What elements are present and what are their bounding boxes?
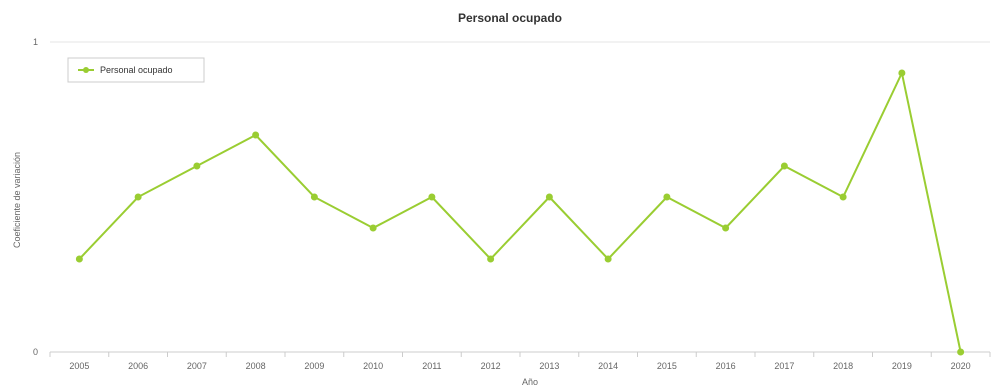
x-tick-label: 2015	[657, 361, 677, 371]
legend-marker-dot	[83, 67, 89, 73]
data-point	[780, 162, 788, 170]
x-tick-label: 2016	[716, 361, 736, 371]
data-point	[310, 193, 318, 201]
x-tick-label: 2010	[363, 361, 383, 371]
data-point	[369, 224, 377, 232]
data-point	[428, 193, 436, 201]
x-tick-label: 2011	[422, 361, 441, 371]
data-point	[545, 193, 553, 201]
data-point	[134, 193, 142, 201]
y-tick-label: 1	[33, 37, 38, 47]
y-tick-label: 0	[33, 347, 38, 357]
data-point	[839, 193, 847, 201]
grid	[50, 41, 990, 353]
x-tick-label: 2017	[774, 361, 794, 371]
x-tick-label: 2008	[246, 361, 266, 371]
series-layer	[75, 69, 965, 356]
x-axis: 2005 2006 2007 2008 2009 2010 2011 2012 2013 2014…	[49, 352, 991, 371]
data-point	[487, 255, 495, 263]
y-axis-ticks: 01	[33, 37, 38, 357]
data-point	[252, 131, 260, 139]
legend[interactable]: Personal ocupado	[67, 57, 205, 83]
x-tick-label: 2009	[304, 361, 324, 371]
x-tick-label: 2012	[481, 361, 501, 371]
x-tick-label: 2013	[539, 361, 559, 371]
data-point	[604, 255, 612, 263]
data-point	[193, 162, 201, 170]
series-line	[78, 69, 962, 353]
chart-title: Personal ocupado	[458, 11, 562, 25]
data-point	[957, 348, 965, 356]
x-axis-label: Año	[522, 377, 538, 387]
data-point	[663, 193, 671, 201]
x-tick-label: 2007	[187, 361, 207, 371]
x-tick-label: 2019	[892, 361, 912, 371]
y-axis-label: Coeficiente de variación	[12, 152, 22, 248]
legend-label: Personal ocupado	[100, 65, 173, 75]
data-point	[898, 69, 906, 77]
x-tick-label: 2018	[833, 361, 853, 371]
x-tick-label: 2014	[598, 361, 618, 371]
x-tick-label: 2005	[69, 361, 89, 371]
data-point	[722, 224, 730, 232]
data-point	[75, 255, 83, 263]
x-tick-label: 2020	[951, 361, 971, 371]
x-tick-label: 2006	[128, 361, 148, 371]
